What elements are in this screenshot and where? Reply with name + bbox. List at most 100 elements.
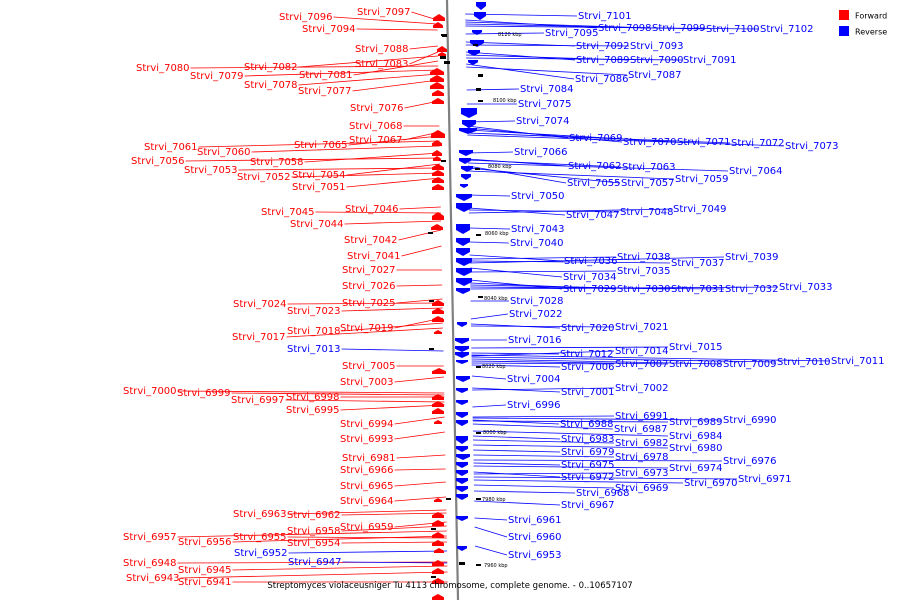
gene-label[interactable]: Strvi_6979 [561,447,615,458]
gene-label[interactable]: Strvi_7080 [136,63,190,74]
gene-label[interactable]: Strvi_6959 [340,522,394,533]
gene-label[interactable]: Strvi_7027 [342,265,396,276]
gene-label[interactable]: Strvi_7029 [563,284,617,295]
gene-label[interactable]: Strvi_7026 [342,281,396,292]
gene-label[interactable]: Strvi_6999 [177,388,231,399]
gene-label[interactable]: Strvi_6988 [560,419,614,430]
gene-label[interactable]: Strvi_7025 [342,298,396,309]
gene-label[interactable]: Strvi_7000 [123,386,177,397]
gene-label[interactable]: Strvi_7092 [576,41,630,52]
gene-label[interactable]: Strvi_7005 [342,361,396,372]
gene-label[interactable]: Strvi_7102 [760,24,814,35]
gene-label[interactable]: Strvi_7074 [516,116,570,127]
gene-label[interactable]: Strvi_6984 [669,431,723,442]
gene-label[interactable]: Strvi_6943 [126,573,180,584]
gene-label[interactable]: Strvi_7007 [615,359,669,370]
gene-label[interactable]: Strvi_7014 [615,346,669,357]
gene-label[interactable]: Strvi_6983 [561,434,615,445]
gene-label[interactable]: Strvi_7003 [340,377,394,388]
gene-label[interactable]: Strvi_7022 [509,309,563,320]
gene-label[interactable]: Strvi_7046 [345,204,399,215]
gene-label[interactable]: Strvi_7045 [261,207,315,218]
gene-label[interactable]: Strvi_7010 [777,357,831,368]
gene-label[interactable]: Strvi_7050 [511,191,565,202]
gene-label[interactable]: Strvi_6997 [231,395,285,406]
gene-label[interactable]: Strvi_7088 [355,44,409,55]
gene-label[interactable]: Strvi_7095 [545,28,599,39]
gene-label[interactable]: Strvi_7015 [669,342,723,353]
gene-label[interactable]: Strvi_6956 [178,537,232,548]
gene-label[interactable]: Strvi_7021 [615,322,669,333]
gene-label[interactable]: Strvi_7065 [294,140,348,151]
gene-label[interactable]: Strvi_7073 [785,141,839,152]
gene-label[interactable]: Strvi_6975 [561,460,615,471]
gene-label[interactable]: Strvi_7006 [561,362,615,373]
gene-label[interactable]: Strvi_7072 [731,138,785,149]
gene-label[interactable]: Strvi_6978 [615,452,669,463]
gene-label[interactable]: Strvi_7034 [563,272,617,283]
gene-label[interactable]: Strvi_7091 [683,55,737,66]
gene-label[interactable]: Strvi_7028 [510,296,564,307]
gene-label[interactable]: Strvi_7056 [131,156,185,167]
gene-label[interactable]: Strvi_6982 [615,438,669,449]
gene-label[interactable]: Strvi_6960 [508,532,562,543]
gene-label[interactable]: Strvi_6965 [340,481,394,492]
gene-label[interactable]: Strvi_7030 [617,284,671,295]
gene-label[interactable]: Strvi_6989 [669,417,723,428]
gene-label[interactable]: Strvi_6973 [615,468,669,479]
gene-label[interactable]: Strvi_7052 [237,172,291,183]
gene-label[interactable]: Strvi_7004 [507,374,561,385]
gene-label[interactable]: Strvi_7061 [144,142,198,153]
gene-label[interactable]: Strvi_7099 [652,23,706,34]
gene-label[interactable]: Strvi_7044 [290,219,344,230]
gene-label[interactable]: Strvi_7016 [508,335,562,346]
gene-label[interactable]: Strvi_6964 [340,496,394,507]
gene-label[interactable]: Strvi_7031 [671,284,725,295]
gene-label[interactable]: Strvi_7057 [621,178,675,189]
gene-label[interactable]: Strvi_7081 [299,70,353,81]
gene-label[interactable]: Strvi_6970 [684,478,738,489]
gene-label[interactable]: Strvi_7017 [232,332,286,343]
gene-label[interactable]: Strvi_6941 [178,577,232,588]
gene-label[interactable]: Strvi_6967 [561,500,615,511]
gene-label[interactable]: Strvi_7087 [628,70,682,81]
gene-label[interactable]: Strvi_7035 [617,266,671,277]
gene-label[interactable]: Strvi_7070 [623,137,677,148]
gene-label[interactable]: Strvi_7054 [292,170,346,181]
gene-label[interactable]: Strvi_6958 [287,526,341,537]
gene-label[interactable]: Strvi_7058 [250,157,304,168]
gene-label[interactable]: Strvi_7018 [287,326,341,337]
gene-label[interactable]: Strvi_7064 [729,166,783,177]
gene-label[interactable]: Strvi_6969 [615,483,669,494]
gene-label[interactable]: Strvi_7069 [569,133,623,144]
gene-label[interactable]: Strvi_7023 [287,306,341,317]
gene-label[interactable]: Strvi_7075 [518,99,572,110]
gene-label[interactable]: Strvi_7077 [298,86,352,97]
gene-label[interactable]: Strvi_6971 [738,474,792,485]
gene-label[interactable]: Strvi_7055 [567,178,621,189]
gene-label[interactable]: Strvi_7037 [671,258,725,269]
gene-label[interactable]: Strvi_7033 [779,282,833,293]
gene-label[interactable]: Strvi_7040 [510,238,564,249]
gene-label[interactable]: Strvi_6981 [342,453,396,464]
gene-label[interactable]: Strvi_7063 [622,162,676,173]
gene-label[interactable]: Strvi_6968 [576,488,630,499]
gene-label[interactable]: Strvi_6945 [178,565,232,576]
gene-label[interactable]: Strvi_7096 [279,12,333,23]
gene-label[interactable]: Strvi_7048 [620,207,674,218]
gene-label[interactable]: Strvi_7097 [357,7,411,18]
gene-label[interactable]: Strvi_6972 [561,472,615,483]
gene-label[interactable]: Strvi_6963 [233,509,287,520]
gene-label[interactable]: Strvi_6995 [286,405,340,416]
gene-label[interactable]: Strvi_6952 [234,548,288,559]
gene-label[interactable]: Strvi_7076 [350,103,404,114]
gene-label[interactable]: Strvi_6987 [614,424,668,435]
gene-label[interactable]: Strvi_7062 [568,161,622,172]
gene-label[interactable]: Strvi_7032 [725,284,779,295]
gene-label[interactable]: Strvi_6953 [508,550,562,561]
gene-label[interactable]: Strvi_6980 [669,443,723,454]
gene-label[interactable]: Strvi_6962 [287,510,341,521]
gene-label[interactable]: Strvi_7043 [511,224,565,235]
gene-label[interactable]: Strvi_7101 [578,11,632,22]
gene-label[interactable]: Strvi_7053 [184,165,238,176]
